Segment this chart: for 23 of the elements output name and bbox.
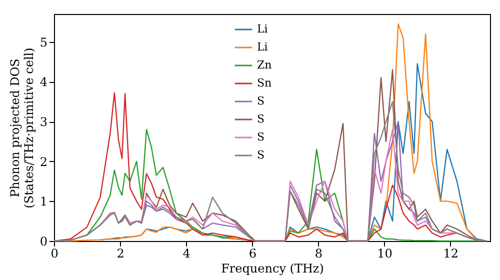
y-tick-label: 1 [40,194,48,209]
y-tick-label: 0 [40,234,48,248]
x-tick-label: 2 [116,246,124,260]
x-tick-label: 0 [50,246,58,260]
y-axis-title: Phonon projected DOS (States/THz·primitive cell) [8,48,36,208]
x-axis-title: Frequency (THz) [221,262,324,276]
y-tick-label: 2 [40,154,48,169]
legend-label: S [257,130,265,144]
x-tick-label: 8 [314,246,323,260]
x-tick-label: 4 [182,246,191,260]
x-tick-label: 10 [377,246,392,260]
legend-label: S [257,94,265,108]
x-tick-label: 6 [248,246,256,260]
y-tick-label: 4 [40,75,48,90]
x-tick-label: 12 [443,246,459,260]
y-tick-label: 3 [40,115,48,130]
y-tick-label: 5 [40,35,48,50]
legend-label: Sn [257,76,272,90]
legend-label: S [257,148,265,162]
legend-label: Li [257,22,268,36]
legend-label: S [257,112,265,126]
legend-label: Li [257,40,268,54]
legend-label: Zn [257,58,272,72]
